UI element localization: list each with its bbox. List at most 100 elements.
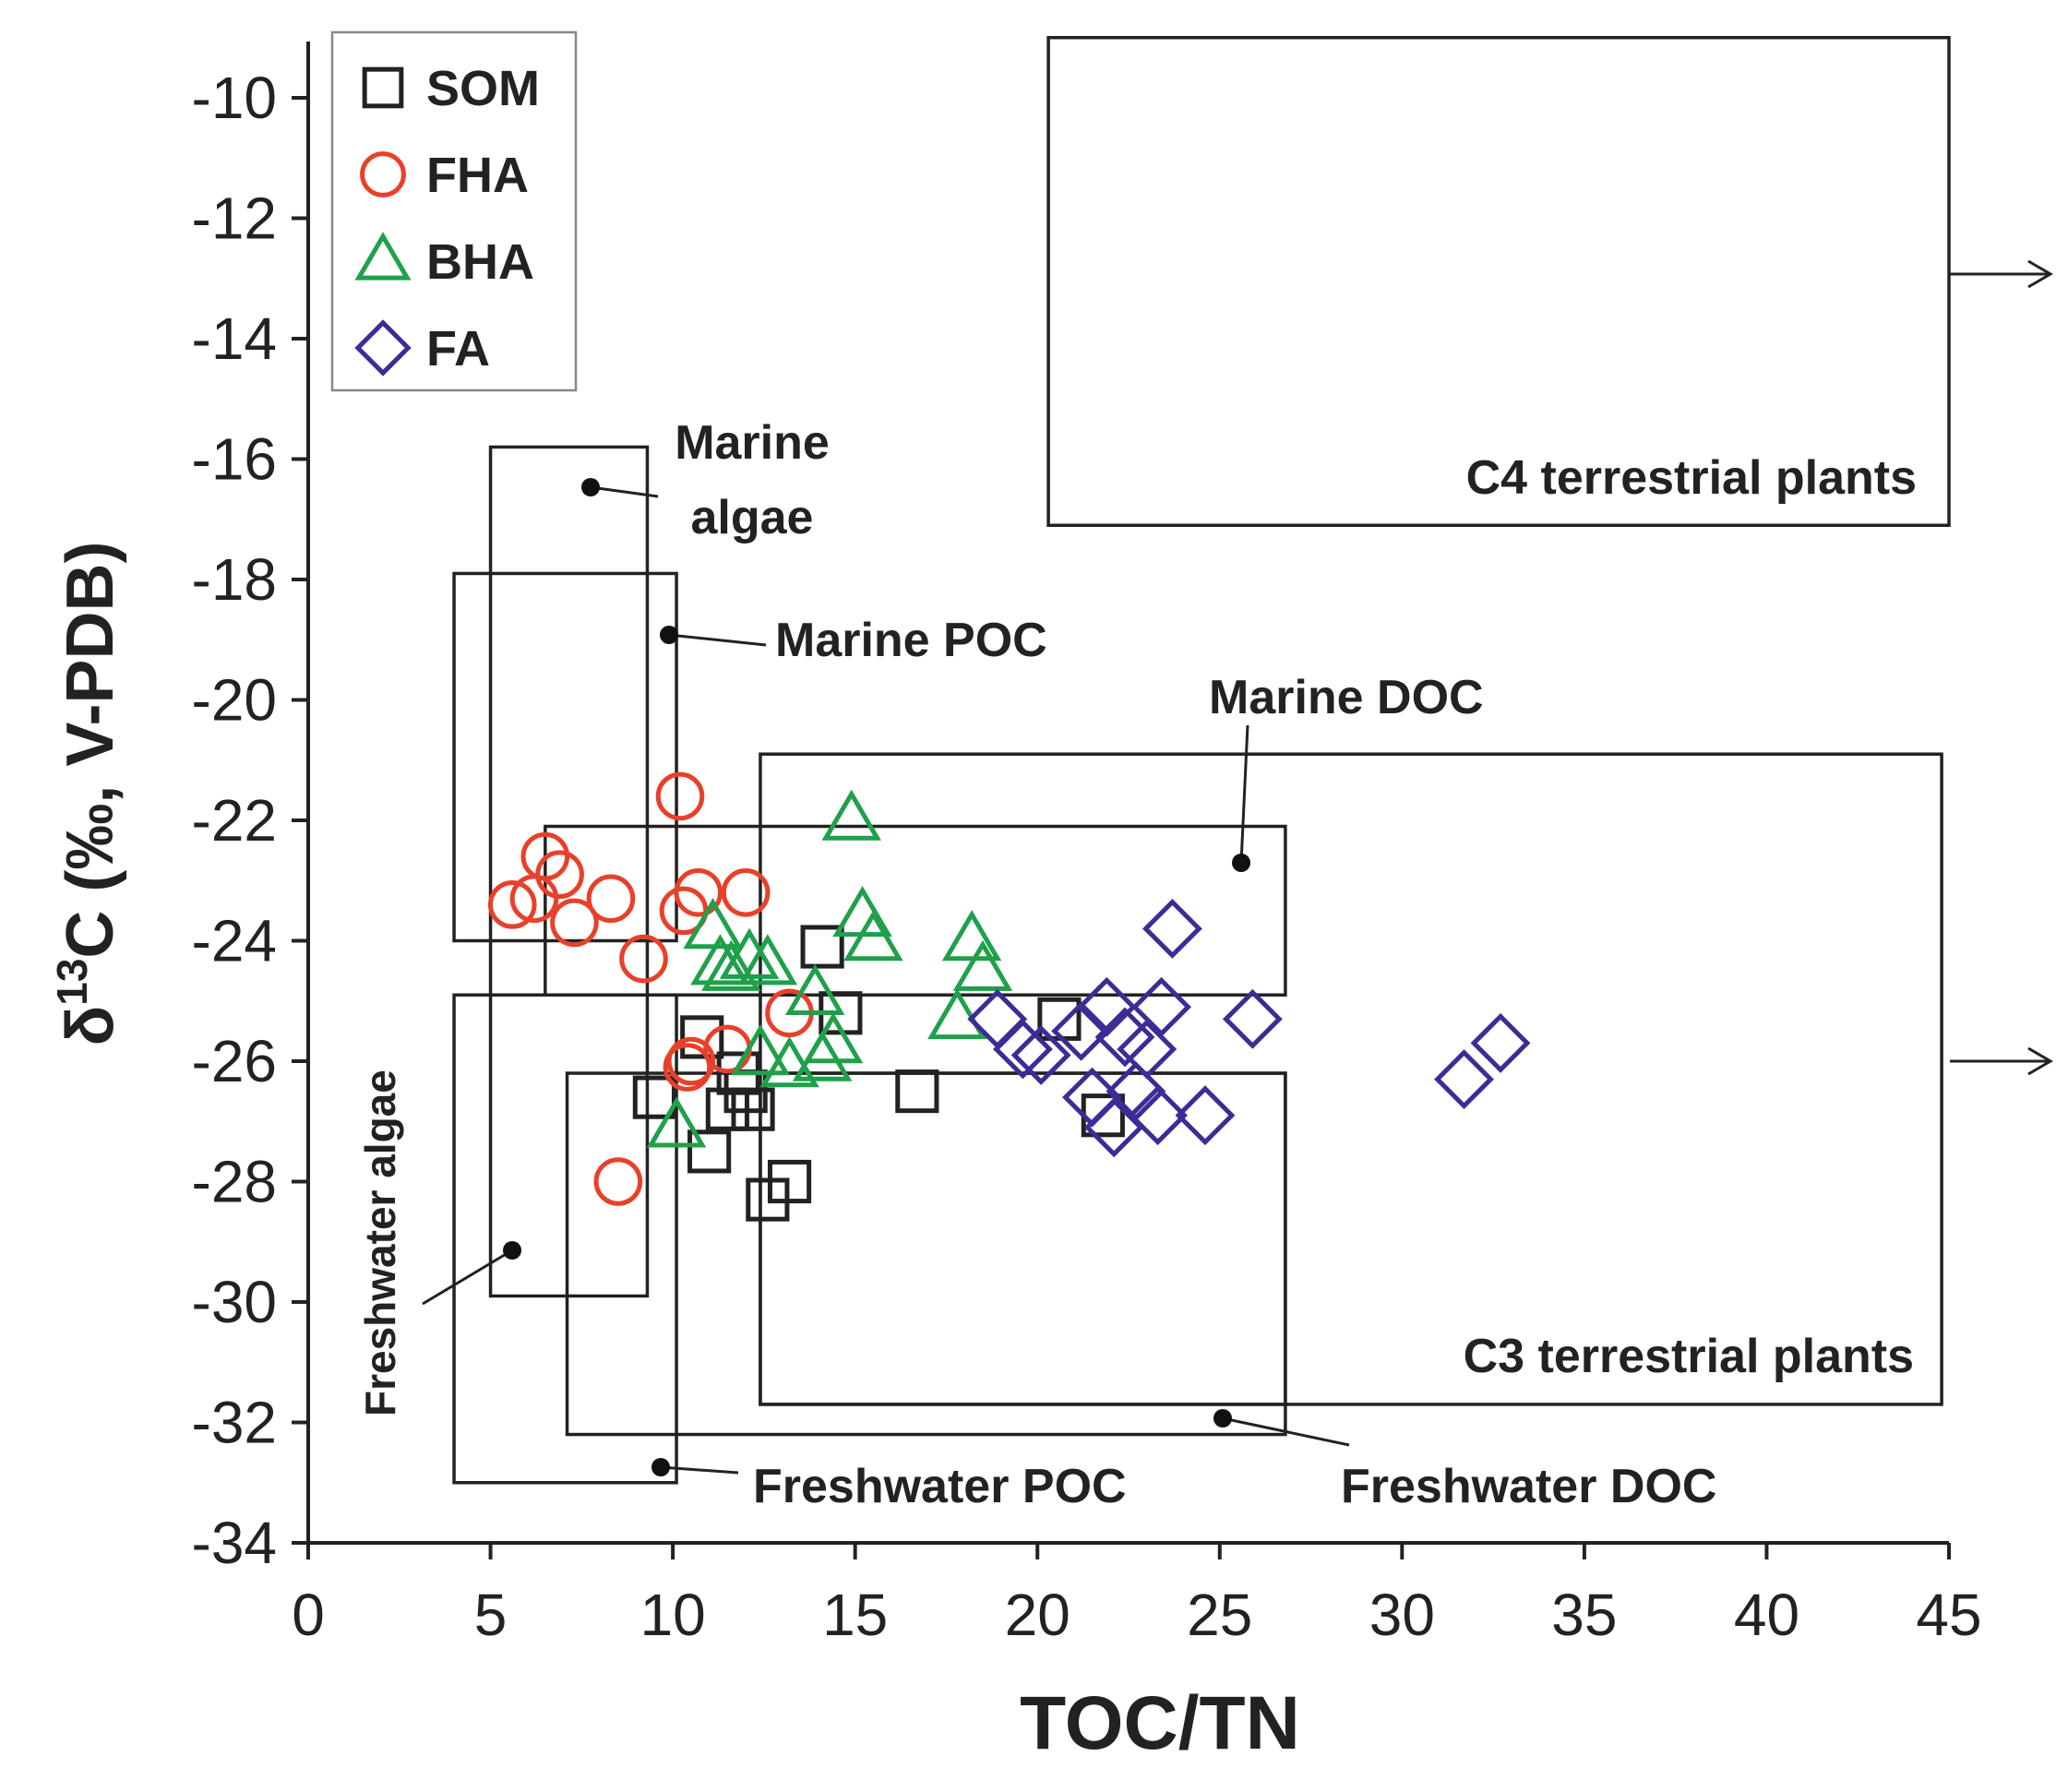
x-tick-label: 0	[292, 1582, 325, 1648]
y-tick-label: -26	[192, 1028, 278, 1094]
leader-dot-marine-poc	[660, 626, 678, 644]
x-axis-title: TOC/TN	[1020, 1681, 1300, 1765]
bha-point	[737, 934, 798, 986]
fa-point	[1434, 1049, 1494, 1110]
fa-point	[1083, 1097, 1144, 1158]
fa-point	[1051, 1000, 1112, 1061]
fa-point	[1142, 899, 1202, 959]
y-tick-label: -28	[192, 1149, 278, 1215]
legend: SOM FHA BHA FA	[330, 30, 578, 392]
fha-point	[666, 1036, 716, 1086]
c4-extends-arrowhead	[2027, 259, 2053, 289]
bha-point	[821, 789, 881, 841]
range-arrows	[1950, 259, 2053, 1076]
bha-point	[730, 1024, 791, 1076]
leader-freshwater-poc	[660, 1465, 739, 1475]
region-box-marine-algae	[488, 445, 650, 1298]
region-label-freshwater-doc: Freshwater DOC	[1341, 1460, 1716, 1513]
leader-marine-algae	[590, 485, 659, 498]
axes	[306, 42, 1949, 1545]
bha-point	[803, 1012, 864, 1064]
leader-marine-poc	[668, 633, 767, 647]
x-tick-label: 40	[1734, 1582, 1799, 1648]
bha-point	[952, 939, 1013, 991]
som-point	[680, 1015, 724, 1059]
region-box-freshwater-poc	[565, 1071, 1287, 1437]
fha-point	[586, 874, 636, 924]
x-tick-label: 10	[640, 1582, 706, 1648]
legend-label-bha: BHA	[426, 234, 534, 290]
fha-point	[703, 1024, 752, 1074]
fha-point	[674, 868, 723, 917]
fha-point	[655, 771, 705, 821]
leader-dot-freshwater-doc	[1213, 1409, 1232, 1428]
region-label-c4-terrestrial-plants: C4 terrestrial plants	[1466, 451, 1917, 505]
y-axis-title-delta: δ	[54, 1006, 127, 1046]
y-axis-title: δ13C (‰, V-PDB)	[48, 542, 127, 1046]
region-leaders	[422, 478, 1350, 1476]
region-box-marine-poc	[452, 571, 678, 943]
y-tick-label: -20	[192, 667, 278, 734]
fa-point	[1175, 1085, 1236, 1146]
fa-point	[1131, 976, 1191, 1037]
x-tick-label: 20	[1005, 1582, 1070, 1648]
som-point	[800, 925, 844, 969]
y-axis-title-superscript: 13	[48, 959, 96, 1006]
bha-point	[719, 927, 780, 979]
region-label-freshwater-poc: Freshwater POC	[753, 1460, 1127, 1513]
region-label-c3-terrestrial-plants: C3 terrestrial plants	[1464, 1330, 1914, 1383]
bha-point	[843, 910, 903, 962]
region-box-c4-terrestrial-plants	[1046, 36, 1951, 528]
region-label-marine-doc: Marine DOC	[1209, 671, 1484, 724]
y-ticks: -34 -32 -30 -28 -26 -24 -22 -20 -18 -16 -14 -12 -10	[192, 65, 308, 1576]
fha-point	[487, 880, 537, 929]
leader-dot-freshwater-algae	[503, 1241, 521, 1260]
region-box-freshwater-doc	[759, 1071, 1287, 1406]
legend-label-fha: FHA	[426, 148, 529, 203]
y-tick-label: -18	[192, 546, 278, 613]
bha-point	[701, 939, 761, 991]
x-tick-label: 15	[822, 1582, 888, 1648]
region-boxes	[452, 36, 1951, 1485]
som-point	[895, 1069, 939, 1114]
x-ticks: 0 5 10 15 20 25 30 35 40 45	[292, 1543, 1982, 1648]
y-tick-label: -34	[192, 1510, 278, 1576]
legend-label-som: SOM	[426, 61, 540, 116]
legend-marker-fha	[360, 151, 406, 197]
fa-point	[1076, 976, 1137, 1037]
fha-point	[520, 831, 570, 881]
x-tick-label: 35	[1551, 1582, 1617, 1648]
fa-point	[992, 1019, 1053, 1080]
bha-point	[941, 910, 1002, 962]
region-label-marine-poc: Marine POC	[775, 614, 1047, 667]
fha-point	[535, 850, 584, 900]
fa-point	[1128, 1085, 1189, 1146]
region-label-freshwater-algae: Freshwater algae	[356, 1069, 404, 1416]
legend-items: SOM FHA BHA FA	[354, 61, 540, 376]
x-tick-label: 30	[1369, 1582, 1435, 1648]
leader-dot-marine-doc	[1232, 854, 1250, 872]
leader-marine-doc	[1239, 724, 1249, 864]
legend-marker-bha	[354, 232, 412, 281]
fha-point	[619, 934, 668, 984]
bha-point	[759, 1036, 819, 1088]
c3-extends-arrowhead	[2027, 1046, 2053, 1076]
fha-point	[721, 868, 771, 917]
region-label-marine-algae-1: Marine	[675, 416, 830, 470]
legend-marker-fa	[354, 319, 412, 376]
fa-point	[1470, 1012, 1531, 1073]
fa-point	[1222, 988, 1283, 1049]
y-axis-title-rest: C (‰, V-PDB)	[54, 542, 127, 959]
x-tick-label: 25	[1187, 1582, 1252, 1648]
y-tick-label: -10	[192, 65, 278, 131]
fha-point	[663, 1043, 712, 1092]
som-point	[731, 1087, 775, 1131]
y-tick-label: -32	[192, 1390, 278, 1456]
som-point	[687, 1129, 732, 1174]
bha-point	[927, 987, 987, 1040]
leader-freshwater-algae	[422, 1248, 513, 1306]
y-tick-label: -30	[192, 1269, 278, 1335]
y-tick-label: -12	[192, 185, 278, 252]
region-box-freshwater-algae	[452, 993, 678, 1485]
